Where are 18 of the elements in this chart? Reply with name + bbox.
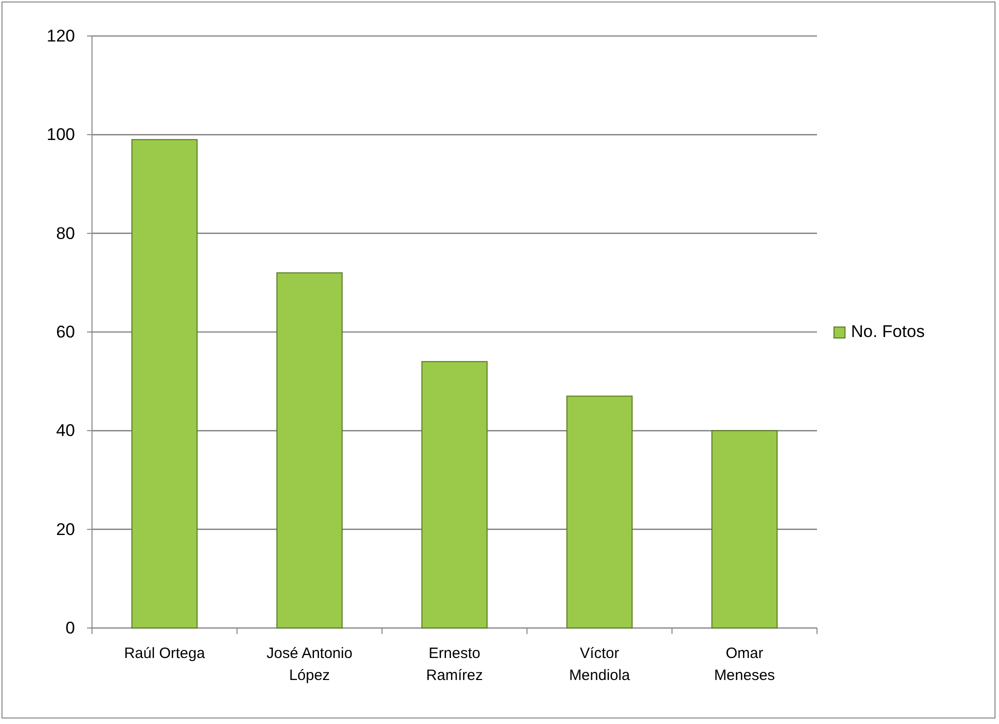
x-tick-label: Ernesto Ramírez bbox=[426, 645, 483, 684]
y-tick-label: 100 bbox=[46, 125, 75, 144]
bar bbox=[711, 430, 778, 628]
y-tick-label: 60 bbox=[56, 322, 75, 342]
y-tick-label: 120 bbox=[46, 26, 75, 46]
bar bbox=[276, 272, 343, 628]
x-tick-label: Víctor Mendiola bbox=[569, 645, 631, 684]
x-tick-label: José Antonio López bbox=[266, 645, 352, 684]
legend-label: No. Fotos bbox=[851, 322, 925, 341]
x-tick-label: Raúl Ortega bbox=[124, 645, 206, 662]
bar bbox=[131, 139, 198, 628]
y-tick-label: 20 bbox=[56, 520, 75, 539]
bar bbox=[566, 396, 633, 628]
y-tick-label: 0 bbox=[66, 618, 75, 638]
y-tick-label: 80 bbox=[56, 224, 75, 243]
x-tick-label: Omar Meneses bbox=[714, 645, 775, 684]
y-tick-label: 40 bbox=[56, 421, 75, 440]
bar bbox=[421, 361, 488, 628]
